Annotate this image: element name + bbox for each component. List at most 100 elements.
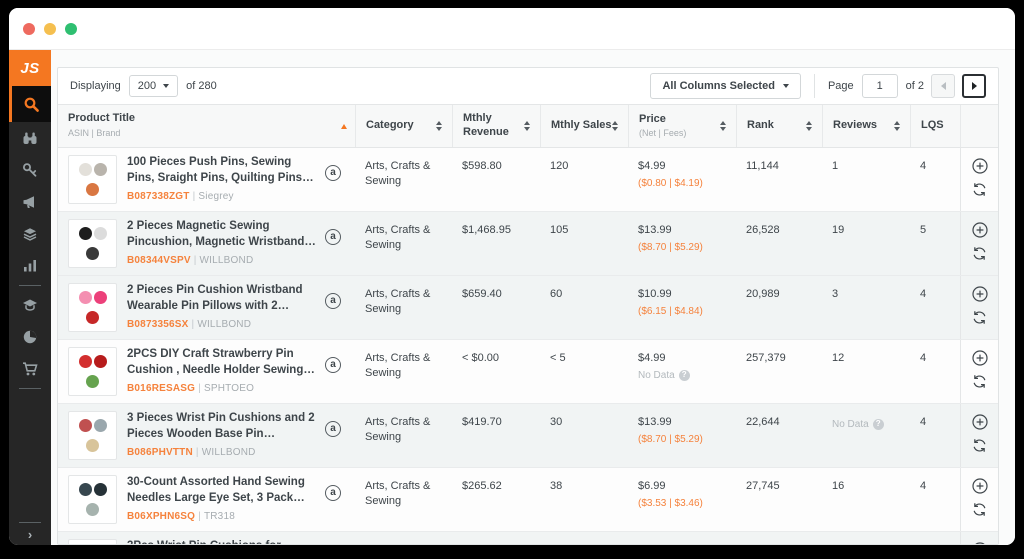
window-zoom-button[interactable] — [65, 22, 77, 35]
sidebar-item-academy[interactable] — [9, 289, 51, 321]
refresh-data-button[interactable] — [972, 502, 987, 517]
table-row[interactable]: 2PCS DIY Craft Strawberry Pin Cushion , … — [58, 340, 998, 404]
sort-icon[interactable] — [436, 121, 442, 131]
sidebar-item-marketplace[interactable] — [9, 353, 51, 385]
sidebar-item-keyword[interactable] — [9, 154, 51, 186]
monthly-revenue-cell: $1,468.95 — [462, 224, 511, 236]
price-value: $10.99 — [638, 543, 726, 544]
reviews-cell: No Data? — [822, 404, 910, 467]
product-title-link[interactable]: 30-Count Assorted Hand Sewing Needles La… — [127, 476, 305, 504]
add-to-tracker-button[interactable] — [972, 542, 988, 544]
columns-select-button[interactable]: All Columns Selected — [650, 73, 801, 99]
displaying-label: Displaying — [70, 80, 121, 92]
monthly-sales-cell: 60 — [550, 288, 563, 300]
page-number-input[interactable] — [861, 74, 898, 98]
product-thumbnail[interactable] — [68, 219, 117, 268]
page-size-select[interactable]: 200 — [128, 75, 179, 97]
column-header-price[interactable]: Price (Net | Fees) — [628, 105, 736, 147]
meta-separator: | — [191, 319, 195, 331]
jungle-scout-logo[interactable]: JS — [9, 50, 51, 86]
product-asin-link[interactable]: B086PHVTTN — [127, 447, 193, 459]
rank-cell: 20,989 — [746, 288, 780, 300]
sort-icon[interactable] — [720, 121, 726, 131]
column-header-monthly-revenue[interactable]: Mthly Revenue — [452, 105, 540, 147]
sort-icon[interactable] — [612, 121, 618, 131]
plus-circle-icon — [971, 414, 988, 430]
product-thumbnail[interactable] — [68, 411, 117, 460]
meta-separator: | — [195, 447, 199, 459]
table-row[interactable]: 3 Pieces Wrist Pin Cushions and 2 Pieces… — [58, 404, 998, 468]
add-to-tracker-button[interactable] — [971, 222, 988, 238]
product-thumbnail[interactable] — [68, 539, 117, 544]
table-row[interactable]: 2 Pieces Pin Cushion Wristband Wearable … — [58, 276, 998, 340]
product-thumbnail[interactable] — [68, 155, 117, 204]
price-cell: $4.99 No Data? — [628, 340, 736, 403]
product-asin-link[interactable]: B08344VSPV — [127, 255, 191, 267]
refresh-data-button[interactable] — [972, 438, 987, 453]
amazon-link-icon[interactable]: a — [325, 485, 341, 501]
amazon-link-icon[interactable]: a — [325, 293, 341, 309]
sort-icon[interactable] — [894, 121, 900, 131]
reviews-cell: 16 — [822, 468, 910, 531]
sidebar-item-analytics[interactable] — [9, 250, 51, 282]
column-sublabel: (Net | Fees) — [639, 128, 687, 139]
table-row[interactable]: 3Pcs Wrist Pin Cushions for Sewing a Art… — [58, 532, 998, 544]
sidebar-item-supplier[interactable] — [9, 218, 51, 250]
product-thumbnail[interactable] — [68, 475, 117, 524]
product-asin-link[interactable]: B087338ZGT — [127, 191, 190, 203]
product-thumbnail[interactable] — [68, 347, 117, 396]
row-actions — [960, 340, 998, 403]
amazon-link-icon[interactable]: a — [325, 165, 341, 181]
column-header-monthly-sales[interactable]: Mthly Sales — [540, 105, 628, 147]
refresh-data-button[interactable] — [972, 374, 987, 389]
product-asin-link[interactable]: B06XPHN6SQ — [127, 511, 196, 523]
table-row[interactable]: 30-Count Assorted Hand Sewing Needles La… — [58, 468, 998, 532]
monthly-revenue-cell: < $0.00 — [452, 532, 540, 544]
refresh-data-button[interactable] — [972, 310, 987, 325]
info-icon[interactable]: ? — [678, 370, 690, 382]
product-asin-link[interactable]: B0873356SX — [127, 319, 189, 331]
amazon-link-icon[interactable]: a — [325, 421, 341, 437]
column-header-product-title[interactable]: Product Title ASIN | Brand — [58, 105, 355, 147]
refresh-data-button[interactable] — [972, 182, 987, 197]
arrow-left-icon — [940, 82, 946, 90]
window-close-button[interactable] — [23, 22, 35, 35]
reviews-cell: 3 — [822, 276, 910, 339]
product-thumbnail[interactable] — [68, 283, 117, 332]
column-label: Price — [639, 112, 666, 125]
product-title-link[interactable]: 2PCS DIY Craft Strawberry Pin Cushion , … — [127, 348, 304, 376]
refresh-data-button[interactable] — [972, 246, 987, 261]
sidebar-item-web-app[interactable] — [9, 321, 51, 353]
product-title-link[interactable]: 2 Pieces Magnetic Sewing Pincushion, Mag… — [127, 220, 305, 248]
sort-icon[interactable] — [524, 121, 530, 131]
add-to-tracker-button[interactable] — [971, 478, 988, 494]
add-to-tracker-button[interactable] — [971, 158, 988, 174]
product-title-link[interactable]: 3 Pieces Wrist Pin Cushions and 2 Pieces… — [127, 412, 315, 440]
product-title-link[interactable]: 3Pcs Wrist Pin Cushions for Sewing — [127, 539, 317, 544]
add-to-tracker-button[interactable] — [971, 350, 988, 366]
window-minimize-button[interactable] — [44, 22, 56, 35]
next-page-button[interactable] — [962, 74, 986, 98]
amazon-link-icon[interactable]: a — [325, 357, 341, 373]
previous-page-button[interactable] — [931, 74, 955, 98]
amazon-link-icon[interactable]: a — [325, 229, 341, 245]
sidebar-expand-button[interactable]: › — [27, 527, 33, 542]
product-asin-link[interactable]: B016RESASG — [127, 383, 196, 395]
column-header-category[interactable]: Category — [355, 105, 452, 147]
table-row[interactable]: 100 Pieces Push Pins, Sewing Pins, Sraig… — [58, 148, 998, 212]
table-row[interactable]: 2 Pieces Magnetic Sewing Pincushion, Mag… — [58, 212, 998, 276]
meta-separator: | — [198, 511, 201, 523]
sidebar-item-marketing[interactable] — [9, 186, 51, 218]
sort-icon[interactable] — [806, 121, 812, 131]
add-to-tracker-button[interactable] — [971, 414, 988, 430]
sidebar-item-product-tracker[interactable] — [9, 122, 51, 154]
price-value: $6.99 — [638, 480, 666, 492]
add-to-tracker-button[interactable] — [971, 286, 988, 302]
column-header-rank[interactable]: Rank — [736, 105, 822, 147]
price-value: $4.99 — [638, 160, 666, 172]
product-title-link[interactable]: 100 Pieces Push Pins, Sewing Pins, Sraig… — [127, 156, 303, 184]
sidebar-item-product-database[interactable] — [9, 86, 51, 122]
info-icon[interactable]: ? — [872, 419, 884, 431]
product-title-link[interactable]: 2 Pieces Pin Cushion Wristband Wearable … — [127, 284, 303, 312]
column-header-reviews[interactable]: Reviews — [822, 105, 910, 147]
